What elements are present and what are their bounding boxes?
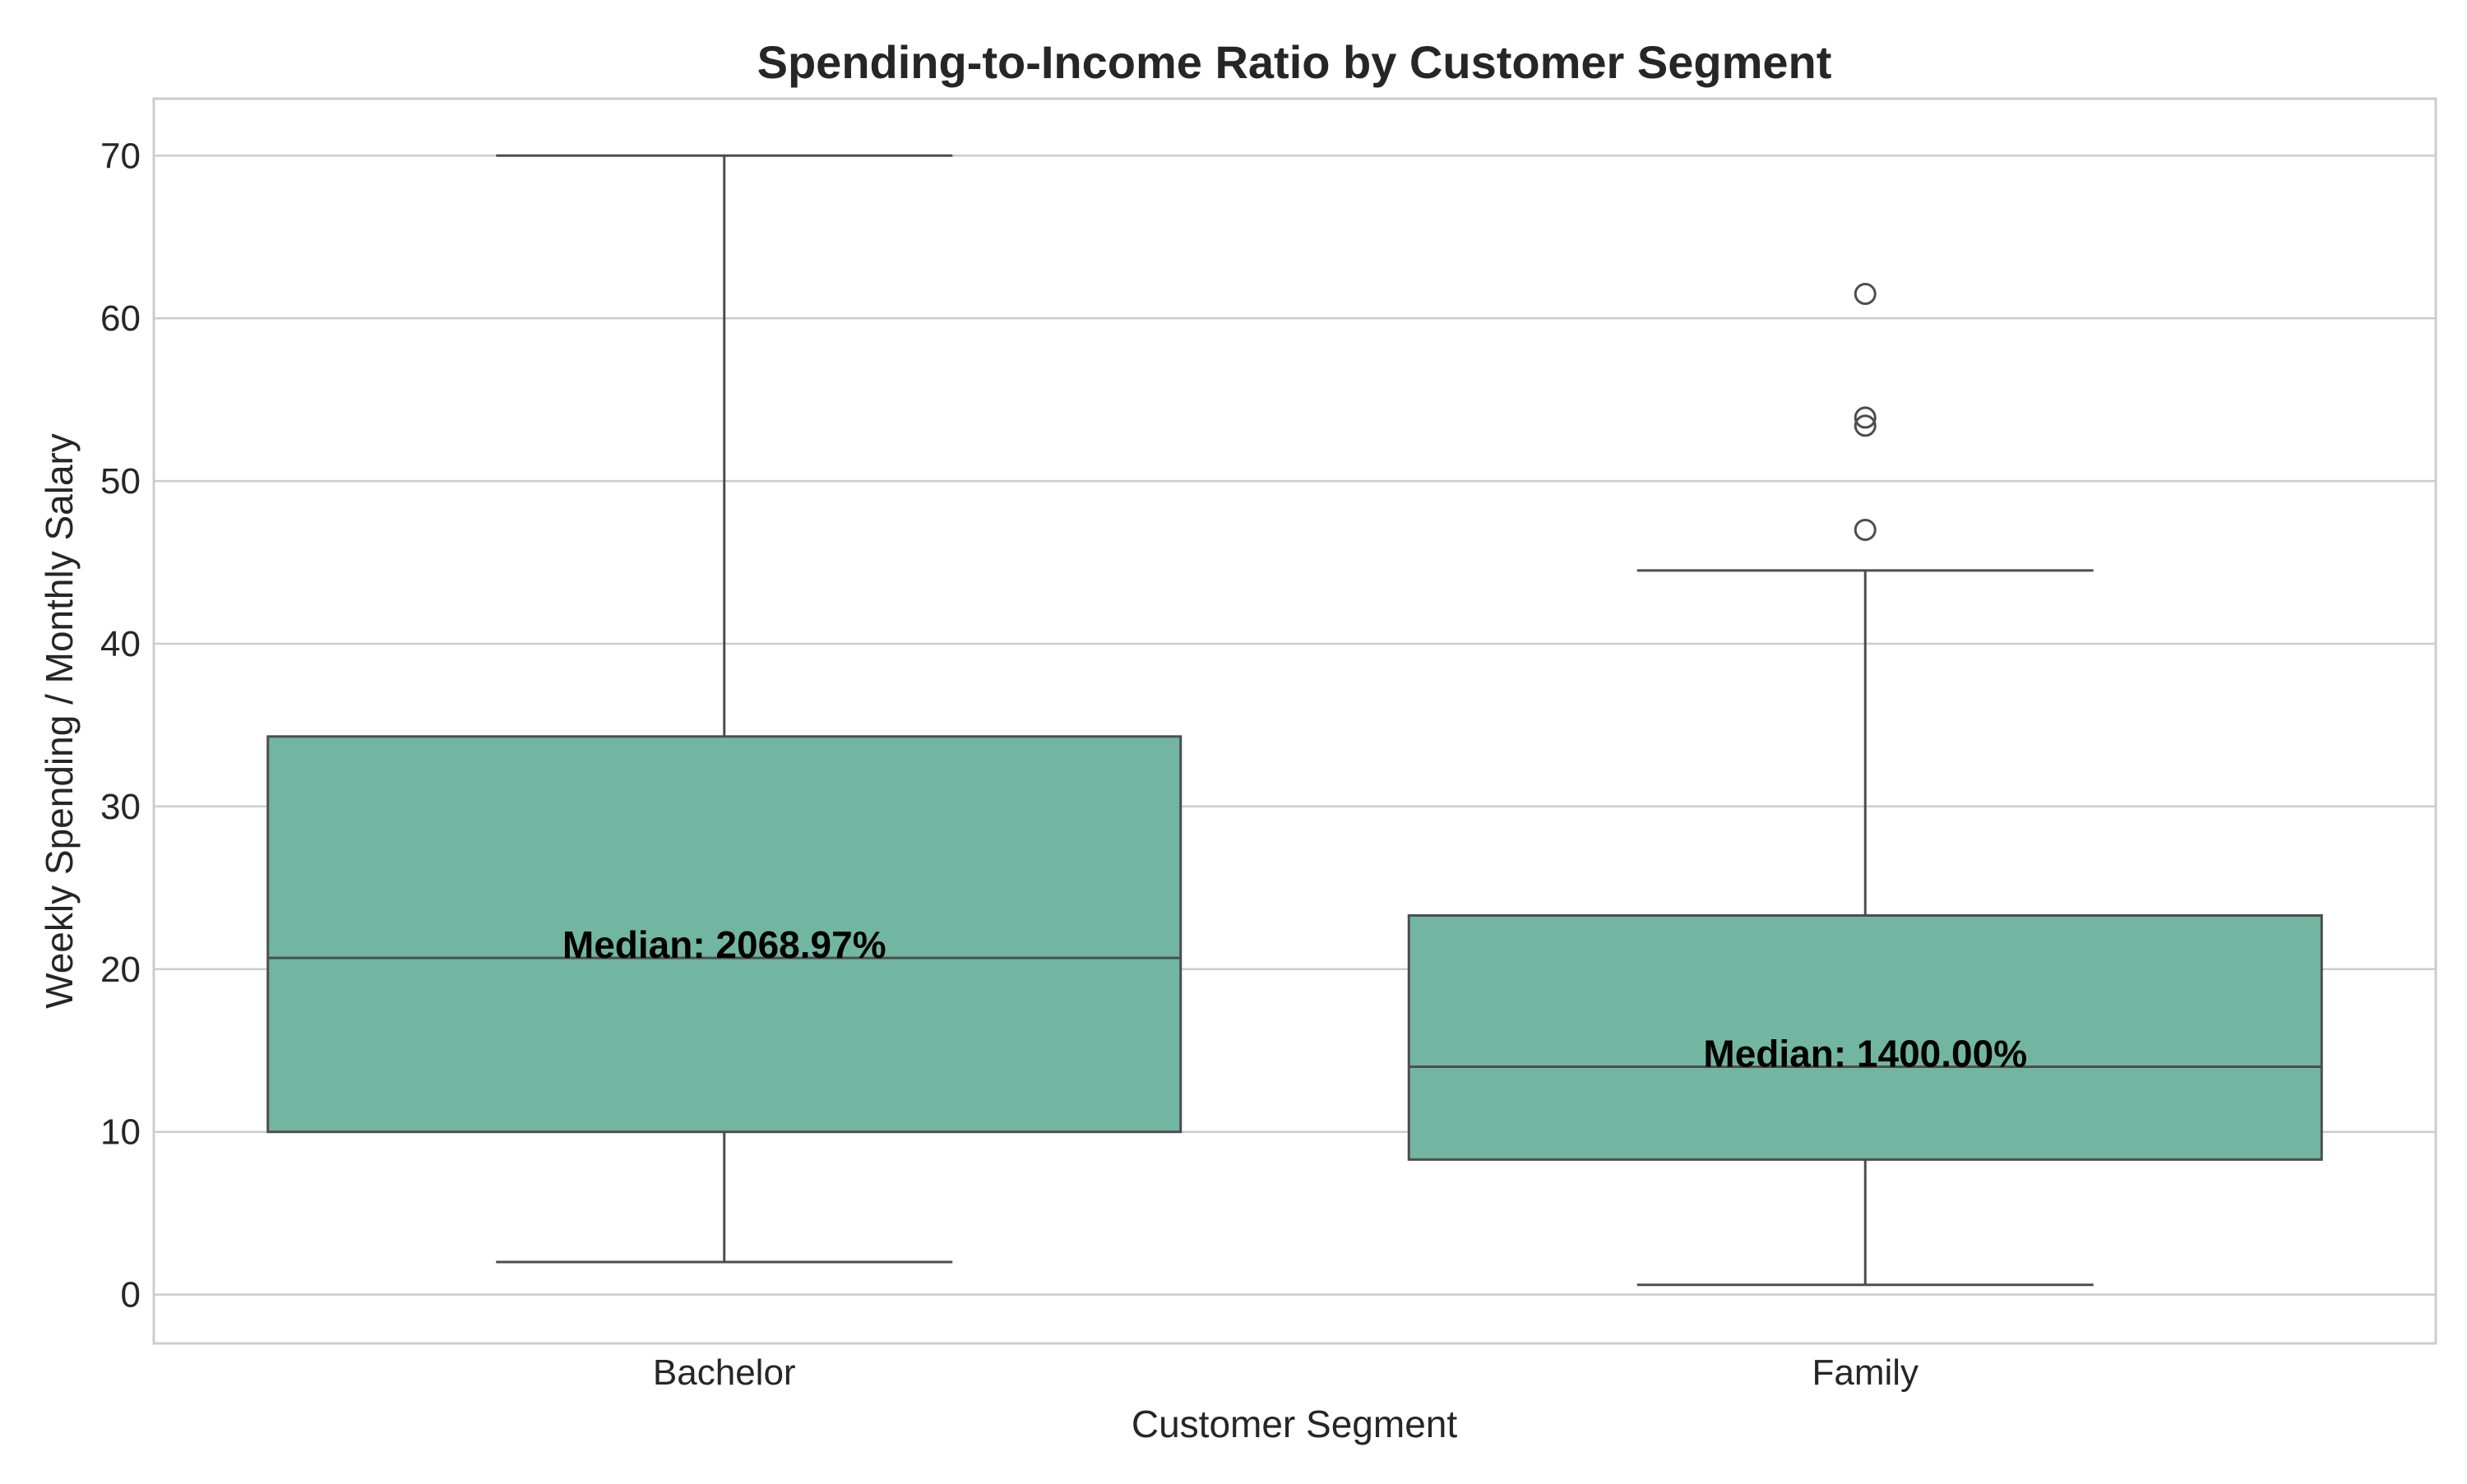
plot-frame (152, 97, 2437, 1345)
x-tick-label: Bachelor (653, 1352, 796, 1393)
iqr-box (266, 735, 1183, 1134)
y-tick-label: 0 (121, 1275, 141, 1315)
y-tick-label: 70 (100, 136, 141, 176)
iqr-box (1407, 914, 2323, 1161)
boxes-layer: Median: 2068.97% Median: 1400.00% (266, 154, 2323, 1287)
y-axis-label: Weekly Spending / Monthly Salary (38, 433, 81, 1009)
y-tick-labels: 0 10 20 30 40 50 60 70 (100, 136, 141, 1315)
median-label: Median: 2068.97% (562, 923, 886, 966)
outlier-point (1854, 414, 1877, 437)
y-tick-label: 50 (100, 461, 141, 502)
y-tick-label: 10 (100, 1112, 141, 1153)
y-tick-label: 30 (100, 787, 141, 827)
outlier-point (1854, 282, 1877, 305)
x-tick-label: Family (1812, 1352, 1919, 1393)
median-label: Median: 1400.00% (1703, 1033, 2027, 1075)
y-tick-label: 40 (100, 624, 141, 664)
outlier-point (1854, 406, 1877, 429)
box-bachelor: Median: 2068.97% (266, 154, 1183, 1264)
x-axis-label: Customer Segment (1132, 1403, 1457, 1445)
box-family: Median: 1400.00% (1407, 282, 2323, 1287)
y-tick-label: 60 (100, 298, 141, 339)
chart-title: Spending-to-Income Ratio by Customer Seg… (757, 36, 1832, 88)
y-tick-label: 20 (100, 950, 141, 990)
outlier-point (1854, 518, 1877, 541)
x-tick-labels: Bachelor Family (653, 1352, 1919, 1393)
